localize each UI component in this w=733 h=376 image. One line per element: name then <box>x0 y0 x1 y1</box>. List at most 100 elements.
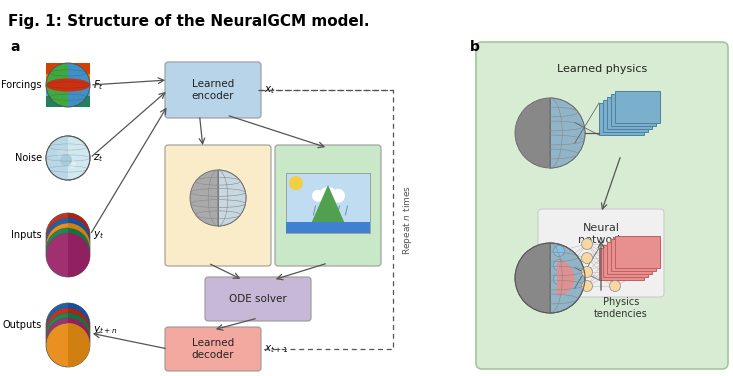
Text: Dynamical core: Dynamical core <box>176 155 260 165</box>
Text: Learned physics: Learned physics <box>557 64 647 74</box>
FancyBboxPatch shape <box>275 145 381 266</box>
Text: $x_{t+1}$: $x_{t+1}$ <box>264 343 288 355</box>
Text: Dynamic
tendencies: Dynamic tendencies <box>195 225 241 245</box>
Text: Physics
tendencies: Physics tendencies <box>305 225 351 245</box>
FancyBboxPatch shape <box>165 145 271 266</box>
Wedge shape <box>68 63 90 107</box>
Circle shape <box>610 253 621 264</box>
Circle shape <box>46 213 90 257</box>
Polygon shape <box>307 185 349 233</box>
FancyBboxPatch shape <box>607 97 652 129</box>
Text: $x_t$: $x_t$ <box>650 104 661 116</box>
Text: $z_t$: $z_t$ <box>93 152 103 164</box>
Wedge shape <box>68 233 90 277</box>
Circle shape <box>515 98 585 168</box>
Bar <box>46 63 90 74</box>
Circle shape <box>46 218 90 262</box>
Text: Forcings: Forcings <box>1 80 42 90</box>
Circle shape <box>581 238 592 250</box>
FancyBboxPatch shape <box>603 100 648 132</box>
FancyBboxPatch shape <box>599 103 644 135</box>
Circle shape <box>46 233 90 277</box>
Wedge shape <box>557 261 575 296</box>
Circle shape <box>46 303 90 347</box>
Bar <box>46 74 90 85</box>
Circle shape <box>331 189 345 203</box>
Circle shape <box>60 154 72 166</box>
Text: a: a <box>10 40 20 54</box>
FancyBboxPatch shape <box>603 245 648 277</box>
Text: Repeat $n$ times: Repeat $n$ times <box>401 185 414 255</box>
Wedge shape <box>68 308 90 352</box>
Text: $y_{t+n}$: $y_{t+n}$ <box>93 324 117 336</box>
Circle shape <box>581 253 592 264</box>
Wedge shape <box>46 136 68 180</box>
Wedge shape <box>550 243 585 313</box>
Text: Inputs: Inputs <box>12 230 42 240</box>
Wedge shape <box>68 228 90 272</box>
FancyBboxPatch shape <box>615 236 660 268</box>
Circle shape <box>515 243 585 313</box>
FancyBboxPatch shape <box>165 62 261 118</box>
Text: Learned
decoder: Learned decoder <box>192 338 235 360</box>
Text: Noise: Noise <box>15 153 42 163</box>
Text: $F_t$: $F_t$ <box>93 78 104 92</box>
Circle shape <box>610 280 621 291</box>
Circle shape <box>46 136 90 180</box>
Circle shape <box>57 149 67 159</box>
Text: Learned
encoder: Learned encoder <box>192 79 235 101</box>
Ellipse shape <box>46 79 90 92</box>
Wedge shape <box>218 170 246 226</box>
FancyBboxPatch shape <box>599 248 644 280</box>
Circle shape <box>553 259 564 270</box>
Text: Outputs: Outputs <box>3 320 42 330</box>
Wedge shape <box>46 63 68 107</box>
FancyBboxPatch shape <box>165 327 261 371</box>
Circle shape <box>190 170 246 226</box>
Circle shape <box>46 63 90 107</box>
FancyBboxPatch shape <box>205 277 311 321</box>
Text: Neural
network: Neural network <box>578 223 624 245</box>
Circle shape <box>610 238 621 250</box>
Circle shape <box>553 273 564 285</box>
Circle shape <box>68 160 76 168</box>
Circle shape <box>581 267 592 277</box>
FancyBboxPatch shape <box>538 209 664 297</box>
Circle shape <box>312 190 324 202</box>
Circle shape <box>581 280 592 291</box>
Circle shape <box>46 308 90 352</box>
Text: ODE solver: ODE solver <box>229 294 287 304</box>
Text: Fig. 1: Structure of the NeuralGCM model.: Fig. 1: Structure of the NeuralGCM model… <box>8 14 369 29</box>
Wedge shape <box>68 323 90 367</box>
Circle shape <box>638 253 649 264</box>
Circle shape <box>610 267 621 277</box>
FancyBboxPatch shape <box>615 91 660 123</box>
FancyBboxPatch shape <box>286 173 370 233</box>
Text: Learned physics: Learned physics <box>283 155 373 165</box>
Wedge shape <box>68 218 90 262</box>
Circle shape <box>553 246 564 256</box>
Bar <box>286 222 370 233</box>
Text: $x_t$: $x_t$ <box>264 84 276 96</box>
Circle shape <box>46 228 90 272</box>
Circle shape <box>46 318 90 362</box>
Circle shape <box>289 176 303 190</box>
Text: Physics
tendencies: Physics tendencies <box>594 297 648 318</box>
Wedge shape <box>68 213 90 257</box>
Wedge shape <box>68 318 90 362</box>
FancyBboxPatch shape <box>476 42 728 369</box>
Wedge shape <box>68 303 90 347</box>
Circle shape <box>46 313 90 357</box>
Wedge shape <box>550 98 585 168</box>
Bar <box>46 85 90 96</box>
FancyBboxPatch shape <box>607 242 652 274</box>
Text: $y_t$: $y_t$ <box>93 229 105 241</box>
FancyBboxPatch shape <box>611 94 656 126</box>
Circle shape <box>638 267 649 277</box>
Wedge shape <box>68 313 90 357</box>
Circle shape <box>46 323 90 367</box>
Text: b: b <box>470 40 480 54</box>
FancyBboxPatch shape <box>611 239 656 271</box>
Circle shape <box>319 187 337 205</box>
Bar <box>46 96 90 107</box>
